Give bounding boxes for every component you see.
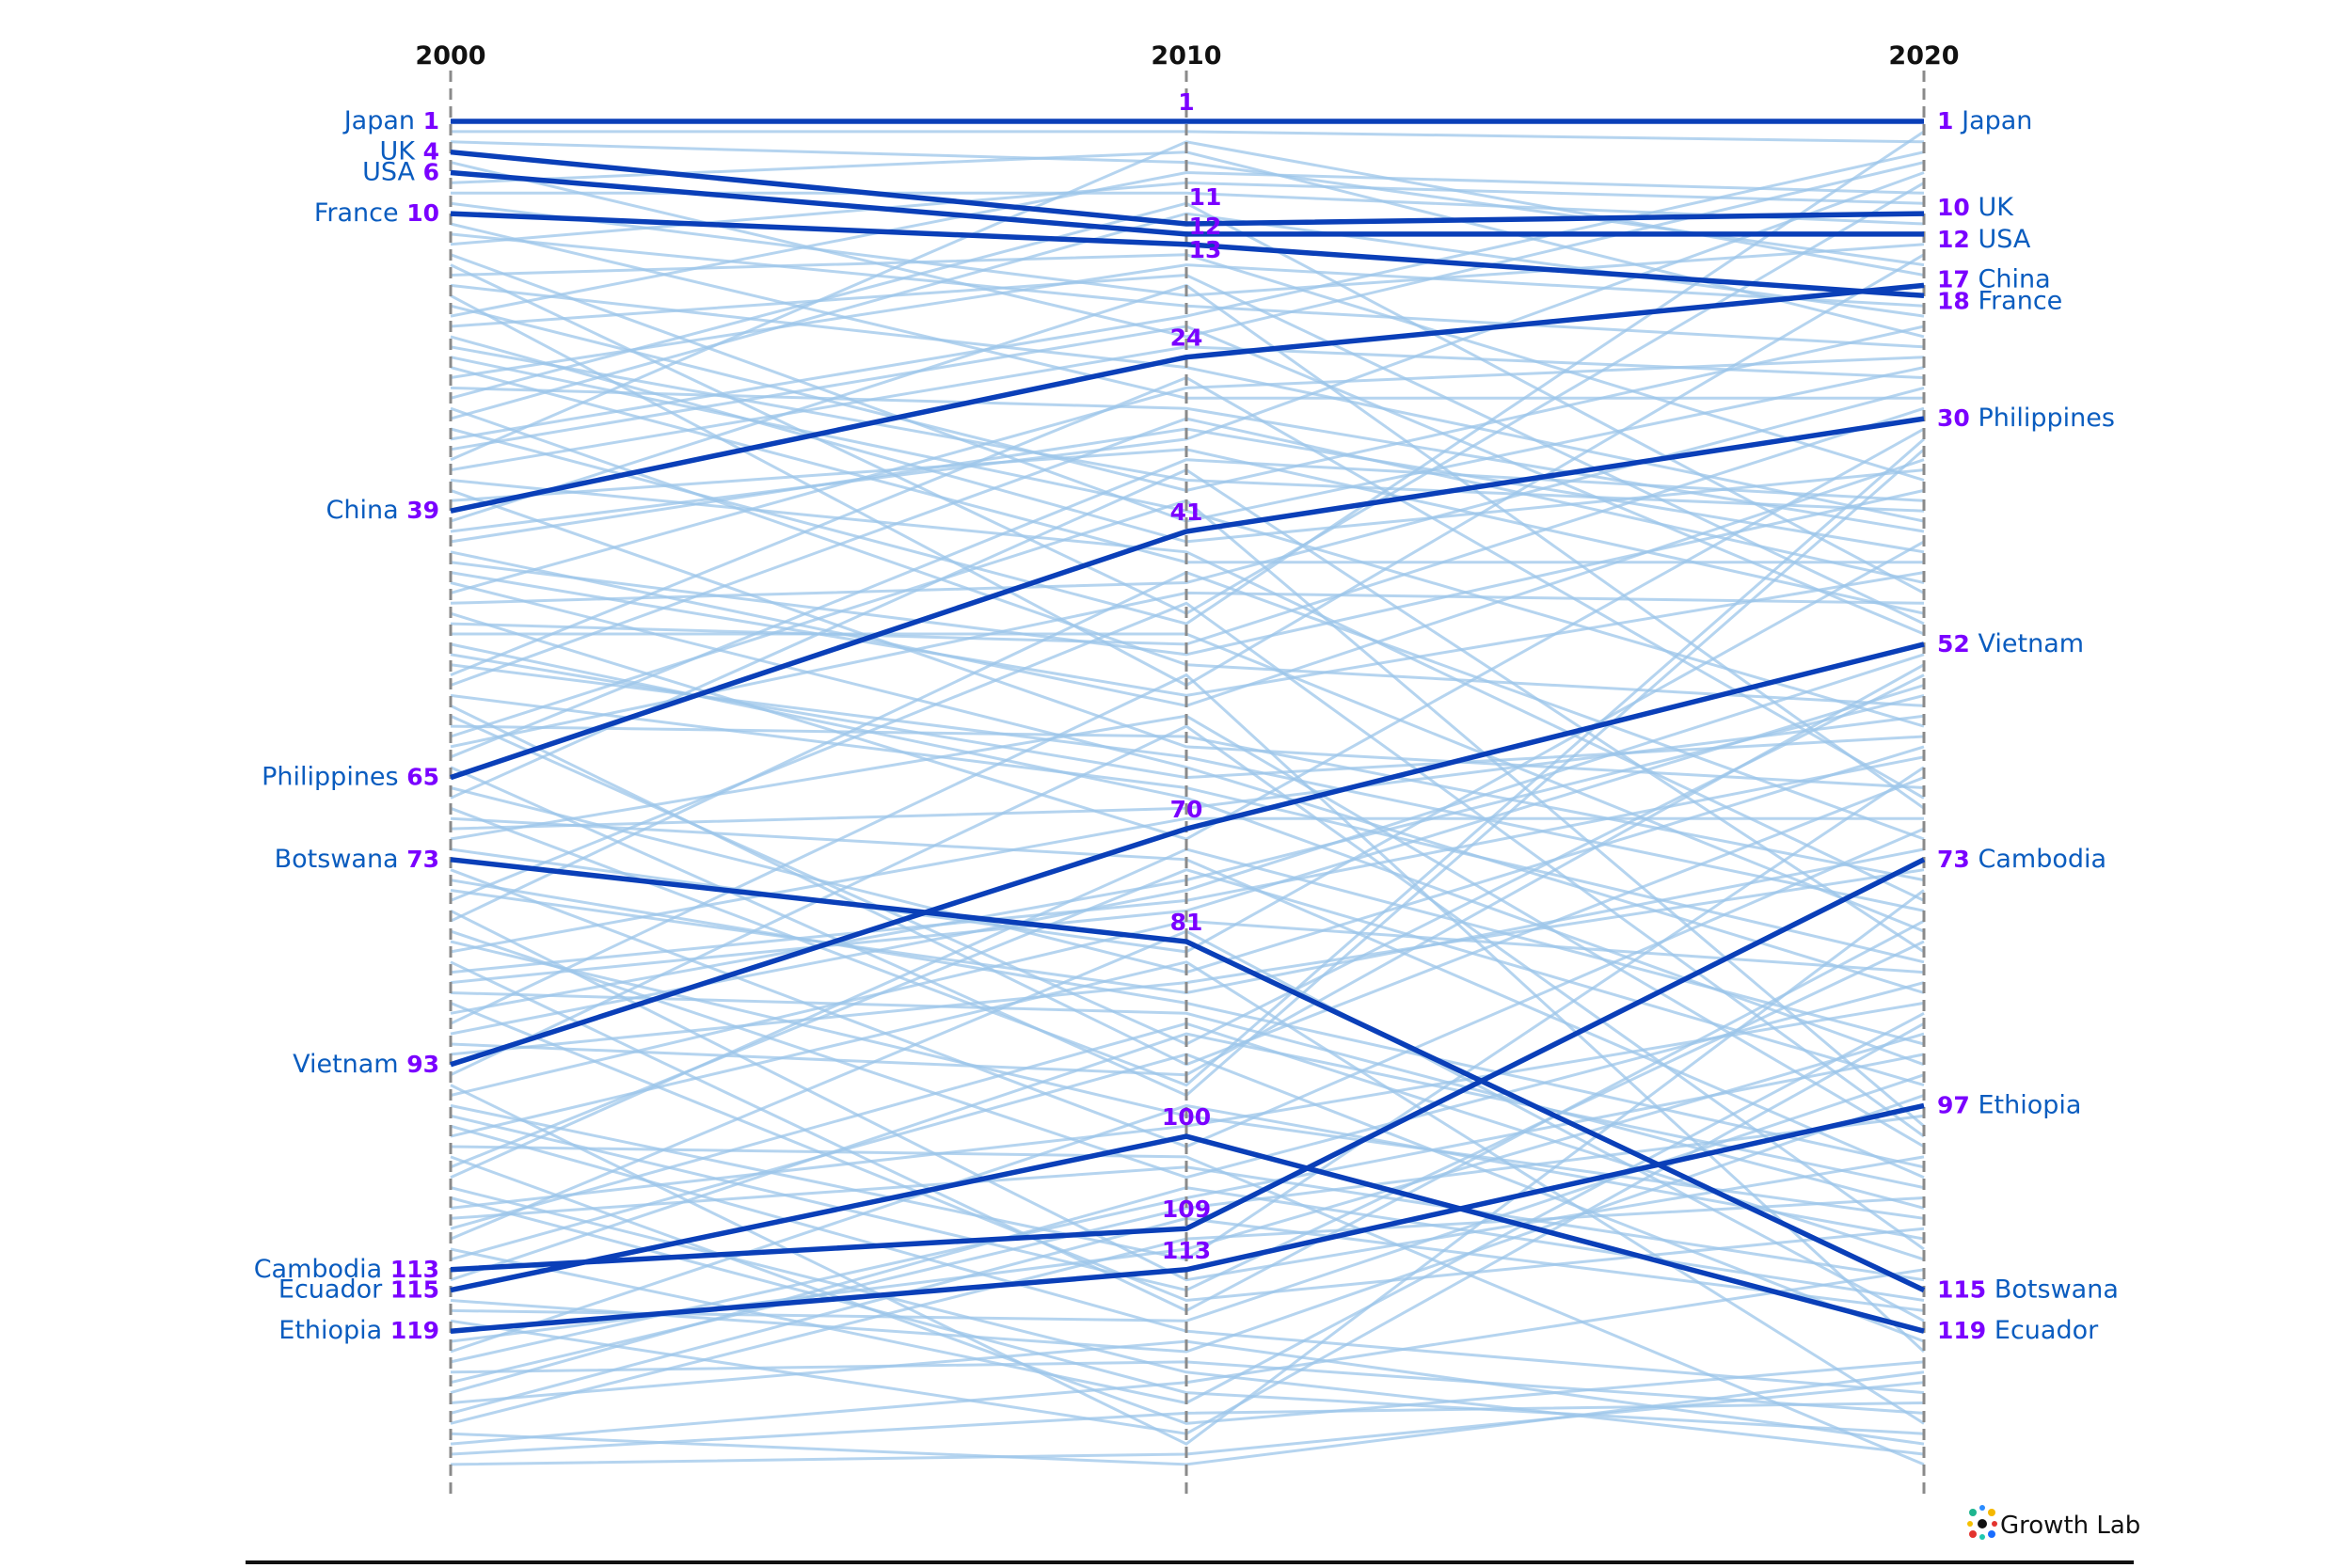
background-line: [450, 150, 1925, 441]
line-usa: [450, 169, 1924, 237]
label-2000-botswana: Botswana 73: [275, 845, 439, 874]
background-line: [450, 1073, 1925, 1323]
label-2010-rank-12: 12: [1189, 213, 1222, 240]
line-philippines: [450, 416, 1925, 781]
label-2020-vietnam: 52 Vietnam: [1937, 629, 2084, 658]
label-2010-rank-13: 13: [1189, 236, 1222, 263]
background-line: [450, 929, 1925, 1180]
label-2000-uk: UK 4: [380, 137, 439, 166]
label-2020-uk: 10 UK: [1937, 193, 2014, 222]
label-2000-ecuador: Ecuador 115: [278, 1275, 439, 1305]
label-2000-ethiopia: Ethiopia 119: [278, 1316, 439, 1345]
background-line: [450, 1032, 1925, 1282]
label-2000-france: France 10: [314, 198, 439, 228]
highlighted-country-lines: [450, 119, 1926, 1334]
growth-lab-logo-text: Growth Lab: [2000, 1512, 2140, 1540]
label-2020-usa: 12 USA: [1937, 225, 2031, 254]
background-line: [450, 170, 1925, 318]
label-2000-cambodia: Cambodia 113: [254, 1255, 439, 1284]
year-axes: 2000 2010 2020: [415, 41, 1960, 1500]
label-2020-china: 17 China: [1937, 264, 2051, 293]
label-2000-philippines: Philippines 65: [262, 763, 439, 792]
axis-label-2000: 2000: [415, 41, 485, 71]
background-line: [450, 161, 1925, 339]
line-vietnam: [450, 641, 1925, 1068]
background-line: [450, 571, 1925, 697]
line-ethiopia: [450, 1102, 1925, 1334]
label-2010-rank-41: 41: [1170, 499, 1203, 526]
background-line: [450, 889, 1925, 1446]
background-line: [450, 1002, 1925, 1303]
background-line: [450, 345, 1925, 513]
background-line: [450, 1103, 1925, 1354]
line-china: [450, 282, 1925, 514]
label-2010-rank-113: 113: [1162, 1237, 1211, 1264]
background-line: [450, 488, 1925, 657]
background-line: [450, 909, 1925, 1282]
label-2000-vietnam: Vietnam 93: [293, 1050, 439, 1079]
label-2020-ecuador: 119 Ecuador: [1937, 1316, 2099, 1345]
background-line: [450, 263, 1925, 379]
line-france: [450, 211, 1925, 299]
background-line: [450, 458, 1925, 759]
label-2010-rank-109: 109: [1162, 1196, 1211, 1223]
background-line: [450, 1186, 1925, 1456]
label-2000-china: China 39: [326, 496, 439, 525]
background-line: [450, 130, 1925, 626]
label-2020-france: 18 France: [1937, 286, 2062, 315]
background-line: [450, 1370, 1925, 1466]
label-2010-rank-24: 24: [1170, 325, 1203, 352]
line-uk: [450, 149, 1925, 227]
background-line: [450, 356, 1925, 594]
label-2010-rank-100: 100: [1162, 1103, 1211, 1131]
growth-lab-logo-icon: [1967, 1505, 1997, 1540]
axis-label-2020: 2020: [1888, 41, 1959, 71]
background-line: [450, 437, 1925, 1087]
label-2020-cambodia: 73 Cambodia: [1937, 845, 2106, 874]
axis-label-2010: 2010: [1151, 41, 1221, 71]
background-line: [450, 1145, 1925, 1466]
label-2020-japan: 1 Japan: [1937, 106, 2032, 135]
line-ecuador: [450, 1133, 1925, 1334]
label-2020-botswana: 115 Botswana: [1937, 1275, 2119, 1305]
line-cambodia: [450, 857, 1926, 1273]
line-botswana: [450, 857, 1926, 1293]
label-2000-usa: USA 6: [362, 158, 439, 187]
background-line: [450, 1094, 1925, 1354]
background-line: [450, 140, 1925, 462]
background-line: [450, 1155, 1925, 1425]
background-line: [450, 601, 1925, 1138]
background-line: [450, 386, 1925, 533]
growth-lab-logo: Growth Lab: [1967, 1505, 2140, 1540]
label-2010-rank-81: 81: [1170, 909, 1203, 936]
label-2010-rank-11: 11: [1189, 183, 1222, 211]
background-line: [450, 673, 1926, 1354]
label-2010-rank-70: 70: [1170, 796, 1203, 823]
label-2020-ethiopia: 97 Ethiopia: [1937, 1090, 2081, 1119]
label-2010-rank-1: 1: [1178, 88, 1194, 116]
label-2000-japan: Japan 1: [342, 106, 439, 135]
background-line: [450, 1196, 1925, 1435]
label-2020-philippines: 30 Philippines: [1937, 404, 2115, 433]
background-line: [450, 960, 1925, 1425]
